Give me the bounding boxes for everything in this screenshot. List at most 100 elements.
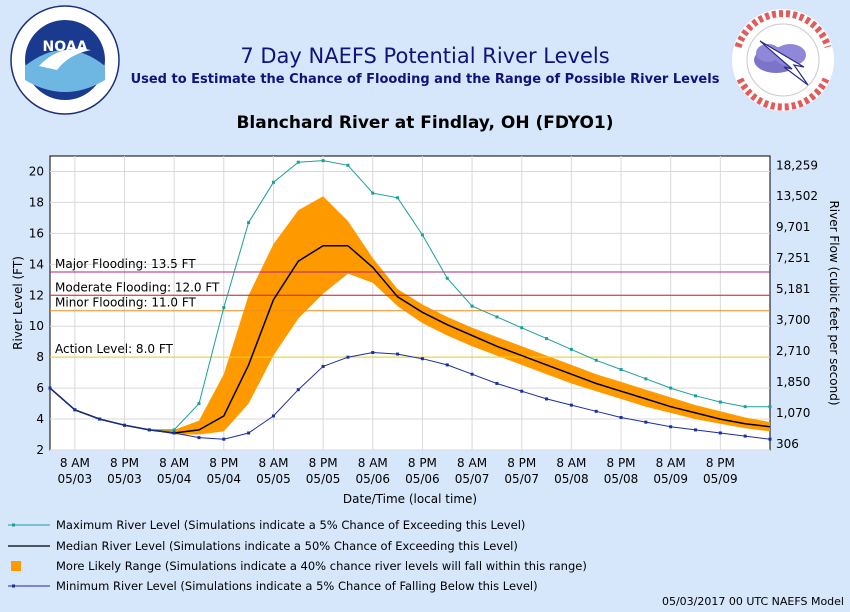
min-point: [172, 431, 176, 435]
gauge-title: Blanchard River at Findlay, OH (FDYO1): [236, 113, 614, 133]
min-point: [420, 357, 424, 361]
y-tick-label: 4: [36, 412, 44, 426]
min-point: [98, 417, 102, 421]
y-tick-label: 12: [29, 288, 44, 302]
x-tick-label-time: 8 AM: [656, 456, 686, 470]
x-tick-label-date: 05/05: [306, 472, 341, 486]
flood-level-label: Moderate Flooding: 12.0 FT: [55, 280, 220, 294]
legend-item-maximum: Maximum River Level (Simulations indicat…: [6, 516, 525, 534]
y-tick-label: 6: [36, 381, 44, 395]
x-tick-label-time: 8 AM: [159, 456, 189, 470]
x-tick-label-time: 8 AM: [556, 456, 586, 470]
model-timestamp: 05/03/2017 00 UTC NAEFS Model: [661, 595, 844, 608]
x-tick-label-date: 05/05: [256, 472, 291, 486]
x-tick-label-date: 05/07: [504, 472, 539, 486]
legend-label-maximum: Maximum River Level (Simulations indicat…: [56, 518, 526, 532]
x-tick-label-date: 05/04: [157, 472, 192, 486]
y2-tick-label: 1,070: [776, 406, 810, 420]
max-point: [296, 160, 300, 164]
max-point: [247, 221, 251, 225]
noaa-logo: NOAA: [9, 4, 121, 120]
y2-tick-label: 9,701: [776, 220, 810, 234]
min-point: [619, 416, 623, 420]
max-point: [346, 163, 350, 167]
max-point: [445, 276, 449, 280]
min-point: [371, 351, 375, 355]
max-point: [520, 326, 524, 330]
max-point: [321, 159, 325, 163]
max-point: [495, 315, 499, 319]
y2-tick-label: 5,181: [776, 282, 810, 296]
max-point: [420, 233, 424, 237]
min-point: [247, 431, 251, 435]
x-tick-label-date: 05/08: [554, 472, 589, 486]
min-point: [520, 389, 524, 393]
min-series-line: [49, 351, 771, 440]
min-point: [495, 381, 499, 385]
min-point: [197, 436, 201, 440]
x-tick-label-time: 8 PM: [706, 456, 735, 470]
x-tick-label-time: 8 AM: [358, 456, 388, 470]
x-tick-label-time: 8 PM: [607, 456, 636, 470]
min-point: [743, 434, 747, 438]
max-series-line: [49, 160, 770, 431]
chart-title: 7 Day NAEFS Potential River Levels: [240, 44, 610, 68]
x-tick-label-time: 8 AM: [60, 456, 90, 470]
min-point: [694, 428, 698, 432]
legend-label-median: Median River Level (Simulations indicate…: [56, 539, 518, 553]
min-point: [147, 428, 151, 432]
max-point: [718, 400, 722, 404]
max-point: [271, 180, 275, 184]
y2-tick-label: 306: [776, 437, 799, 451]
y-tick-label: 18: [29, 195, 44, 209]
min-point: [346, 355, 350, 359]
min-point: [644, 420, 648, 424]
y-axis-title: River Level (FT): [11, 256, 25, 350]
legend-item-range: More Likely Range (Simulations indicate …: [6, 557, 587, 575]
x-tick-label-date: 05/06: [355, 472, 390, 486]
min-point: [296, 388, 300, 392]
max-point: [396, 196, 400, 200]
x-tick-label-date: 05/07: [455, 472, 490, 486]
max-point: [371, 191, 375, 195]
min-point: [594, 409, 598, 413]
max-point: [470, 304, 474, 308]
max-point: [743, 405, 747, 409]
flood-level-label: Action Level: 8.0 FT: [55, 342, 174, 356]
y2-tick-label: 1,850: [776, 375, 810, 389]
y2-tick-label: 13,502: [776, 189, 818, 203]
min-point: [73, 408, 77, 412]
min-point: [718, 431, 722, 435]
y-tick-label: 14: [29, 257, 44, 271]
x-tick-label-date: 05/09: [653, 472, 688, 486]
min-point: [470, 372, 474, 376]
x-tick-label-date: 05/03: [107, 472, 142, 486]
max-point: [619, 368, 623, 372]
max-point: [644, 377, 648, 381]
min-point: [569, 403, 573, 407]
max-point: [197, 402, 201, 406]
x-tick-label-time: 8 PM: [110, 456, 139, 470]
min-point: [48, 386, 52, 390]
min-point: [768, 437, 772, 441]
y-tick-label: 20: [29, 164, 44, 178]
x-tick-label-time: 8 PM: [309, 456, 338, 470]
max-point: [594, 358, 598, 362]
max-point: [768, 405, 772, 409]
x-tick-label-date: 05/08: [604, 472, 639, 486]
y2-tick-label: 18,259: [776, 158, 818, 172]
y2-tick-label: 2,710: [776, 344, 810, 358]
legend-label-range: More Likely Range (Simulations indicate …: [56, 559, 587, 573]
x-axis-title: Date/Time (local time): [343, 492, 477, 506]
x-tick-label-time: 8 PM: [209, 456, 238, 470]
x-tick-label-time: 8 PM: [408, 456, 437, 470]
y-tick-label: 16: [29, 226, 44, 240]
min-point: [545, 397, 549, 401]
nws-logo: [724, 7, 842, 117]
y-tick-label: 8: [36, 350, 44, 364]
likely-range-band: [50, 196, 770, 435]
x-tick-label-date: 05/04: [206, 472, 241, 486]
min-point: [396, 352, 400, 356]
x-tick-label-time: 8 AM: [258, 456, 288, 470]
